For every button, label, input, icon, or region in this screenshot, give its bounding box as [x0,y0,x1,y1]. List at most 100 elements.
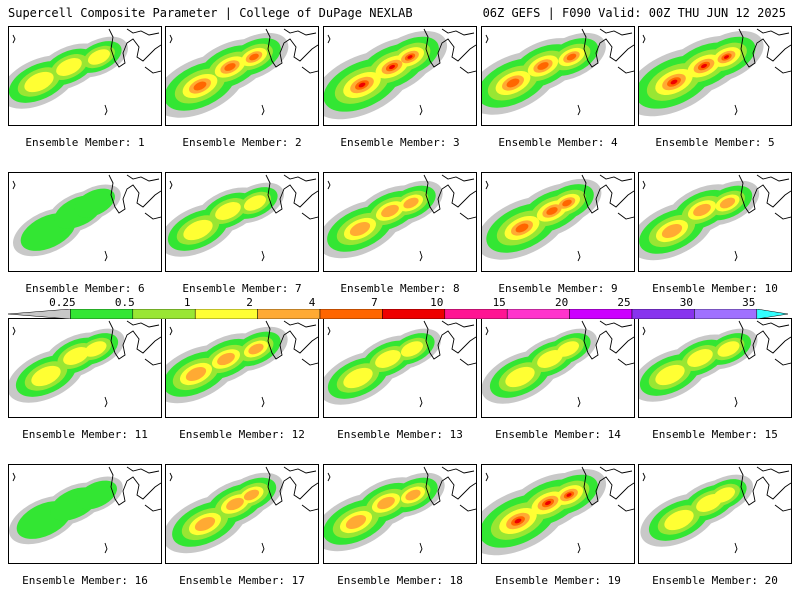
lake-outline [423,28,476,74]
coast-mark [12,34,16,44]
scp-contour [505,366,535,388]
scp-contour [84,341,107,357]
coast-mark [485,180,489,190]
ensemble-member-label: Ensemble Member: 15 [652,428,778,441]
ensemble-panel [323,464,477,564]
coast-mark [419,250,423,262]
lake-outline [581,466,634,512]
ensemble-member-label: Ensemble Member: 1 [25,136,145,149]
scp-contour [226,497,244,511]
coast-mark [734,542,738,554]
scp-contour [185,366,207,382]
scp-contour [31,365,61,387]
legend-tick-label: 10 [430,296,444,309]
ensemble-panel [323,318,477,418]
legend-tick-label: 20 [554,296,569,309]
scp-contour [407,55,413,59]
coast-mark [577,250,581,262]
scp-map [324,466,476,554]
lake-outline [265,466,318,512]
ensemble-member-label: Ensemble Member: 4 [498,136,618,149]
legend-swatch [631,309,695,319]
coast-mark [327,180,331,190]
scp-contour [700,63,708,69]
legend-swatch [444,309,508,319]
coast-mark [577,542,581,554]
coast-mark [577,396,581,408]
legend-swatch [382,309,446,319]
legend-tick-label: 30 [679,296,694,309]
coast-mark [642,180,646,190]
legend-swatch [569,309,633,319]
coast-mark [104,250,108,262]
color-legend: 0.25 0.5 1 2 4 7 10 15 20 25 30 35 [8,296,788,324]
lake-outline [108,466,161,512]
scp-contour [693,203,711,217]
scp-contour [388,64,396,70]
scp-contour [343,367,373,389]
legend-tick-label: 2 [246,296,253,309]
scp-contour [661,223,683,239]
ensemble-member-label: Ensemble Member: 5 [655,136,775,149]
ensemble-panel [165,172,319,272]
scp-contour [358,82,366,88]
scp-map [324,28,476,120]
scp-contour [217,352,235,366]
coast-mark [261,396,265,408]
scp-map [639,320,791,408]
scp-contour [655,364,685,386]
scp-contour [405,489,421,501]
ensemble-panel [165,464,319,564]
lake-outline [738,174,791,220]
legend-swatch [70,309,134,319]
lake-outline [581,28,634,74]
lake-outline [581,174,634,220]
scp-contour [566,493,572,497]
ensemble-member-label: Ensemble Member: 20 [652,574,778,587]
scp-contour [24,71,54,93]
scp-map [166,28,318,118]
ensemble-panel [8,26,162,126]
lake-outline [108,174,161,220]
run-valid-time: 06Z GEFS | F090 Valid: 00Z THU JUN 12 20… [482,6,786,20]
scp-contour [243,489,260,501]
ensemble-member-label: Ensemble Member: 17 [179,574,305,587]
ensemble-panel [165,318,319,418]
scp-contour [349,221,371,237]
scp-map [324,320,476,408]
coast-mark [104,396,108,408]
lake-outline [108,28,161,74]
coast-mark [169,180,173,190]
ensemble-panel [481,172,635,272]
legend-swatch [319,309,383,319]
legend-tick-label: 0.5 [114,296,135,309]
coast-mark [169,472,173,482]
scp-contour [712,487,736,503]
ensemble-panel [638,26,792,126]
scp-map [166,320,318,408]
ensemble-member-label: Ensemble Member: 19 [495,574,621,587]
scp-contour [566,53,577,61]
ensemble-panel [481,464,635,564]
scp-contour [194,516,216,532]
coast-mark [261,542,265,554]
scp-contour [63,347,89,365]
coast-mark [169,34,173,44]
lake-outline [423,466,476,512]
coast-mark [327,34,331,44]
coast-mark [327,326,331,336]
lake-outline [738,466,791,512]
scp-contour [670,79,678,85]
coast-mark [485,472,489,482]
lake-outline [423,174,476,220]
coast-mark [12,472,16,482]
coast-mark [419,396,423,408]
scp-contour [87,49,111,65]
lake-outline [738,320,791,366]
scp-contour [719,197,736,209]
scp-contour [249,53,259,61]
legend-swatch [257,309,321,319]
ensemble-member-label: Ensemble Member: 7 [182,282,302,295]
scp-contour [537,62,549,70]
scp-contour [546,207,558,215]
